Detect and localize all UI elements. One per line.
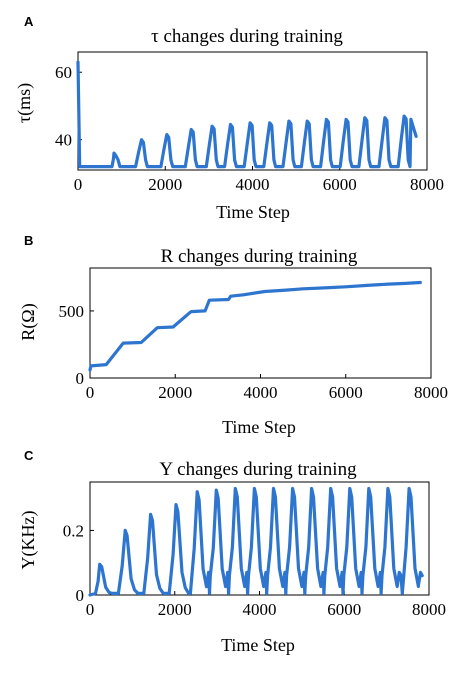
- panel-b-x-tick-label-2000: 2000: [158, 383, 192, 402]
- panel-c-letter: C: [24, 448, 34, 463]
- panel-a-x-tick-label-4000: 4000: [236, 175, 270, 194]
- panel-b-y-axis-label: R(Ω): [18, 303, 39, 340]
- panel-c-y-axis-label: Y(KHz): [18, 511, 39, 570]
- panel-c-x-tick-label-2000: 2000: [158, 600, 192, 619]
- panel-a-x-tick-label-6000: 6000: [323, 175, 357, 194]
- panel-a-letter: A: [24, 14, 34, 29]
- panel-c-y-line: [88, 486, 424, 597]
- panel-b-r-line: [88, 280, 422, 372]
- panel-a-x-tick-label-8000: 8000: [410, 175, 444, 194]
- panel-c: C Y changes during training Time Step Y(…: [18, 448, 446, 655]
- panel-a-x-axis-label: Time Step: [216, 202, 290, 222]
- panel-a-x-tick-label-2000: 2000: [148, 175, 182, 194]
- panel-b-x-axis-label: Time Step: [222, 417, 296, 437]
- panel-c-ticks: 0 2000 4000 6000 8000 0 0.2: [63, 521, 446, 619]
- panel-b-x-tick-label-8000: 8000: [414, 383, 448, 402]
- panel-b-letter: B: [24, 233, 33, 248]
- panel-c-x-axis-label: Time Step: [221, 635, 295, 655]
- panel-c-y-tick-label-0.2: 0.2: [63, 521, 84, 540]
- panel-c-x-tick-label-6000: 6000: [327, 600, 361, 619]
- panel-b-title: R changes during training: [161, 246, 358, 267]
- panel-a-x-tick-label-0: 0: [74, 175, 83, 194]
- panel-b-y-tick-label-0: 0: [76, 369, 85, 388]
- panel-b-ticks: 0 2000 4000 6000 8000 0 500: [59, 302, 449, 402]
- panel-a-y-axis-label: τ(ms): [14, 83, 35, 123]
- panel-c-x-tick-label-0: 0: [86, 600, 95, 619]
- panel-b-plot-frame: [89, 267, 432, 379]
- panel-c-plot-frame: [89, 481, 430, 596]
- panel-b-x-tick-label-6000: 6000: [329, 383, 363, 402]
- panel-b-x-tick-label-4000: 4000: [244, 383, 278, 402]
- panel-b-y-tick-label-500: 500: [59, 302, 85, 321]
- panel-a-y-tick-label-60: 60: [55, 63, 72, 82]
- panel-a-title: τ changes during training: [151, 26, 343, 47]
- panel-c-x-tick-label-4000: 4000: [243, 600, 277, 619]
- panel-b: B R changes during training Time Step R(…: [18, 233, 448, 437]
- panel-c-title: Y changes during training: [159, 459, 357, 480]
- panel-a-tau-line: [76, 60, 418, 169]
- panel-c-y-tick-label-0: 0: [76, 586, 85, 605]
- panel-a-ticks: 0 2000 4000 6000 8000 40 60: [55, 63, 444, 194]
- panel-b-x-tick-label-0: 0: [86, 383, 95, 402]
- panel-a: A τ changes during training Time Step τ(…: [14, 14, 444, 222]
- panel-c-x-tick-label-8000: 8000: [412, 600, 446, 619]
- panel-a-y-tick-label-40: 40: [55, 131, 72, 150]
